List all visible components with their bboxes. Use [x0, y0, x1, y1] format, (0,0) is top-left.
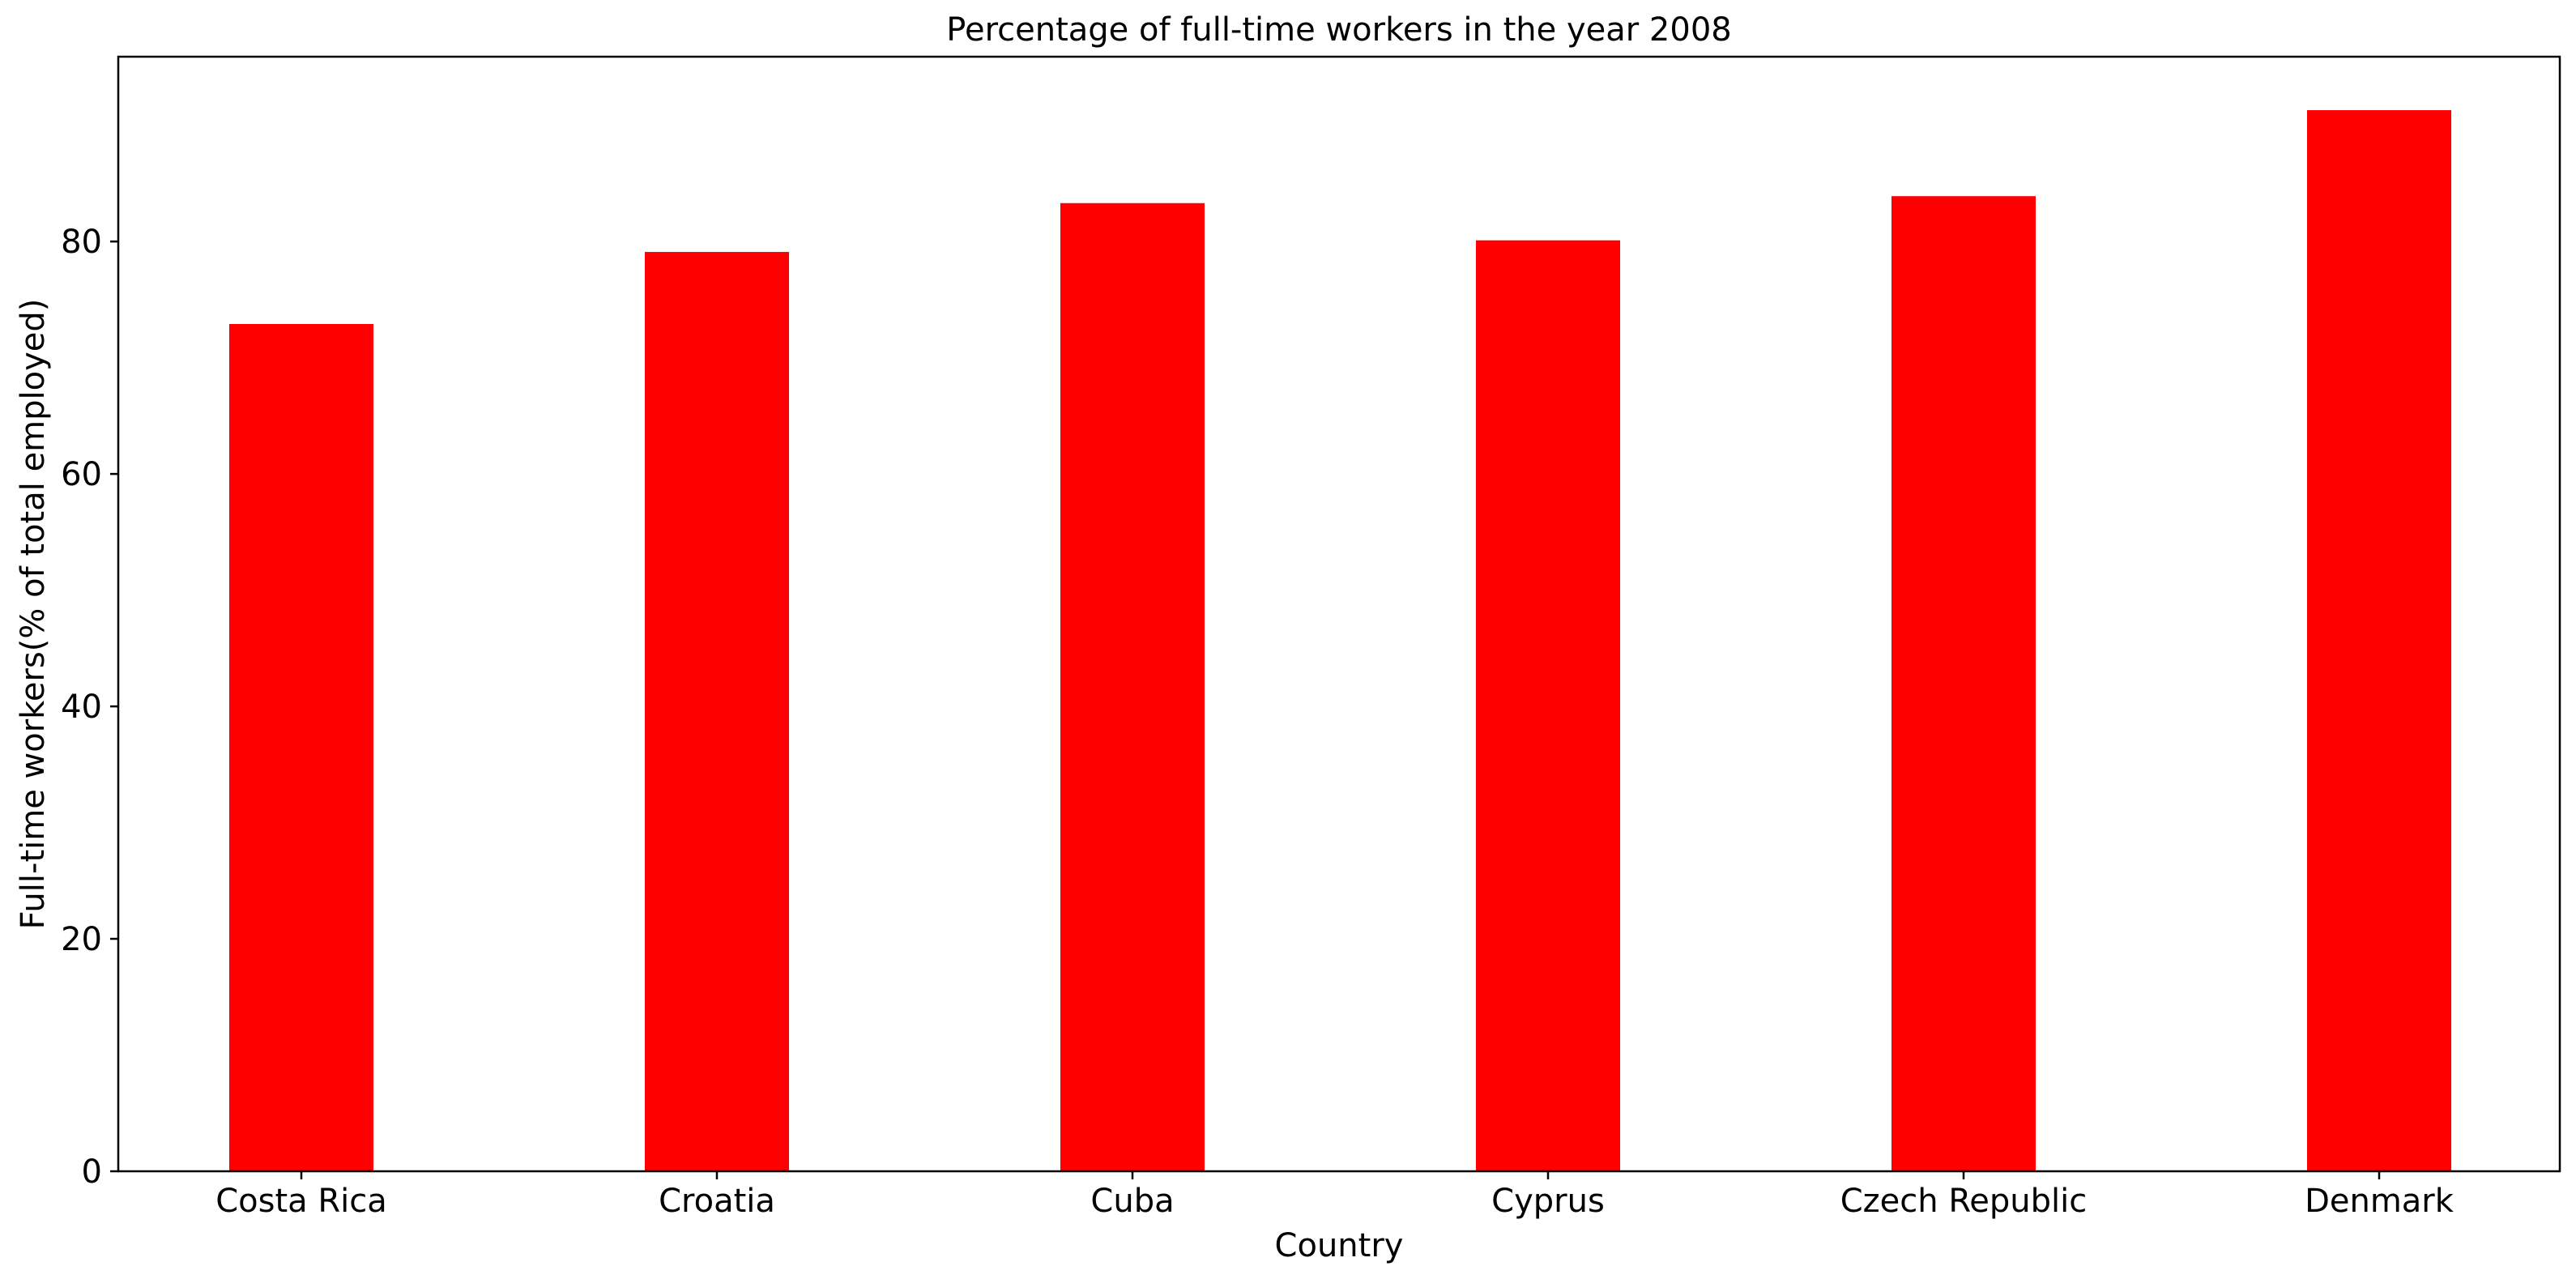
x-tick-label: Denmark	[2305, 1183, 2454, 1220]
y-tick-label: 0	[82, 1153, 102, 1191]
y-tick-label: 40	[61, 689, 102, 726]
bar-cyprus	[1476, 240, 1620, 1171]
x-axis-label: Country	[1275, 1227, 1404, 1264]
y-axis: 0 20 40 60 80	[61, 224, 118, 1191]
bar-czech-republic	[1891, 196, 2036, 1172]
bars-group	[229, 110, 2451, 1172]
y-tick-label: 20	[61, 921, 102, 958]
bar-costa-rica	[229, 324, 373, 1171]
plot-frame	[117, 55, 2561, 1173]
x-tick-label: Croatia	[659, 1183, 775, 1220]
chart-title: Percentage of full-time workers in the y…	[946, 11, 1731, 49]
x-tick-label: Cyprus	[1491, 1183, 1605, 1220]
x-axis: Costa Rica Croatia Cuba Cyprus Czech Republi…	[215, 1171, 2454, 1220]
bar-cuba	[1060, 203, 1205, 1171]
y-tick-label: 60	[61, 456, 102, 493]
y-axis-label: Full-time workers(% of total employed)	[15, 299, 52, 930]
x-tick-label: Czech Republic	[1840, 1183, 2088, 1220]
bar-denmark	[2307, 110, 2451, 1172]
x-tick-label: Cuba	[1090, 1183, 1174, 1220]
y-tick-label: 80	[61, 224, 102, 261]
bar-croatia	[645, 252, 789, 1172]
x-tick-label: Costa Rica	[215, 1183, 387, 1220]
